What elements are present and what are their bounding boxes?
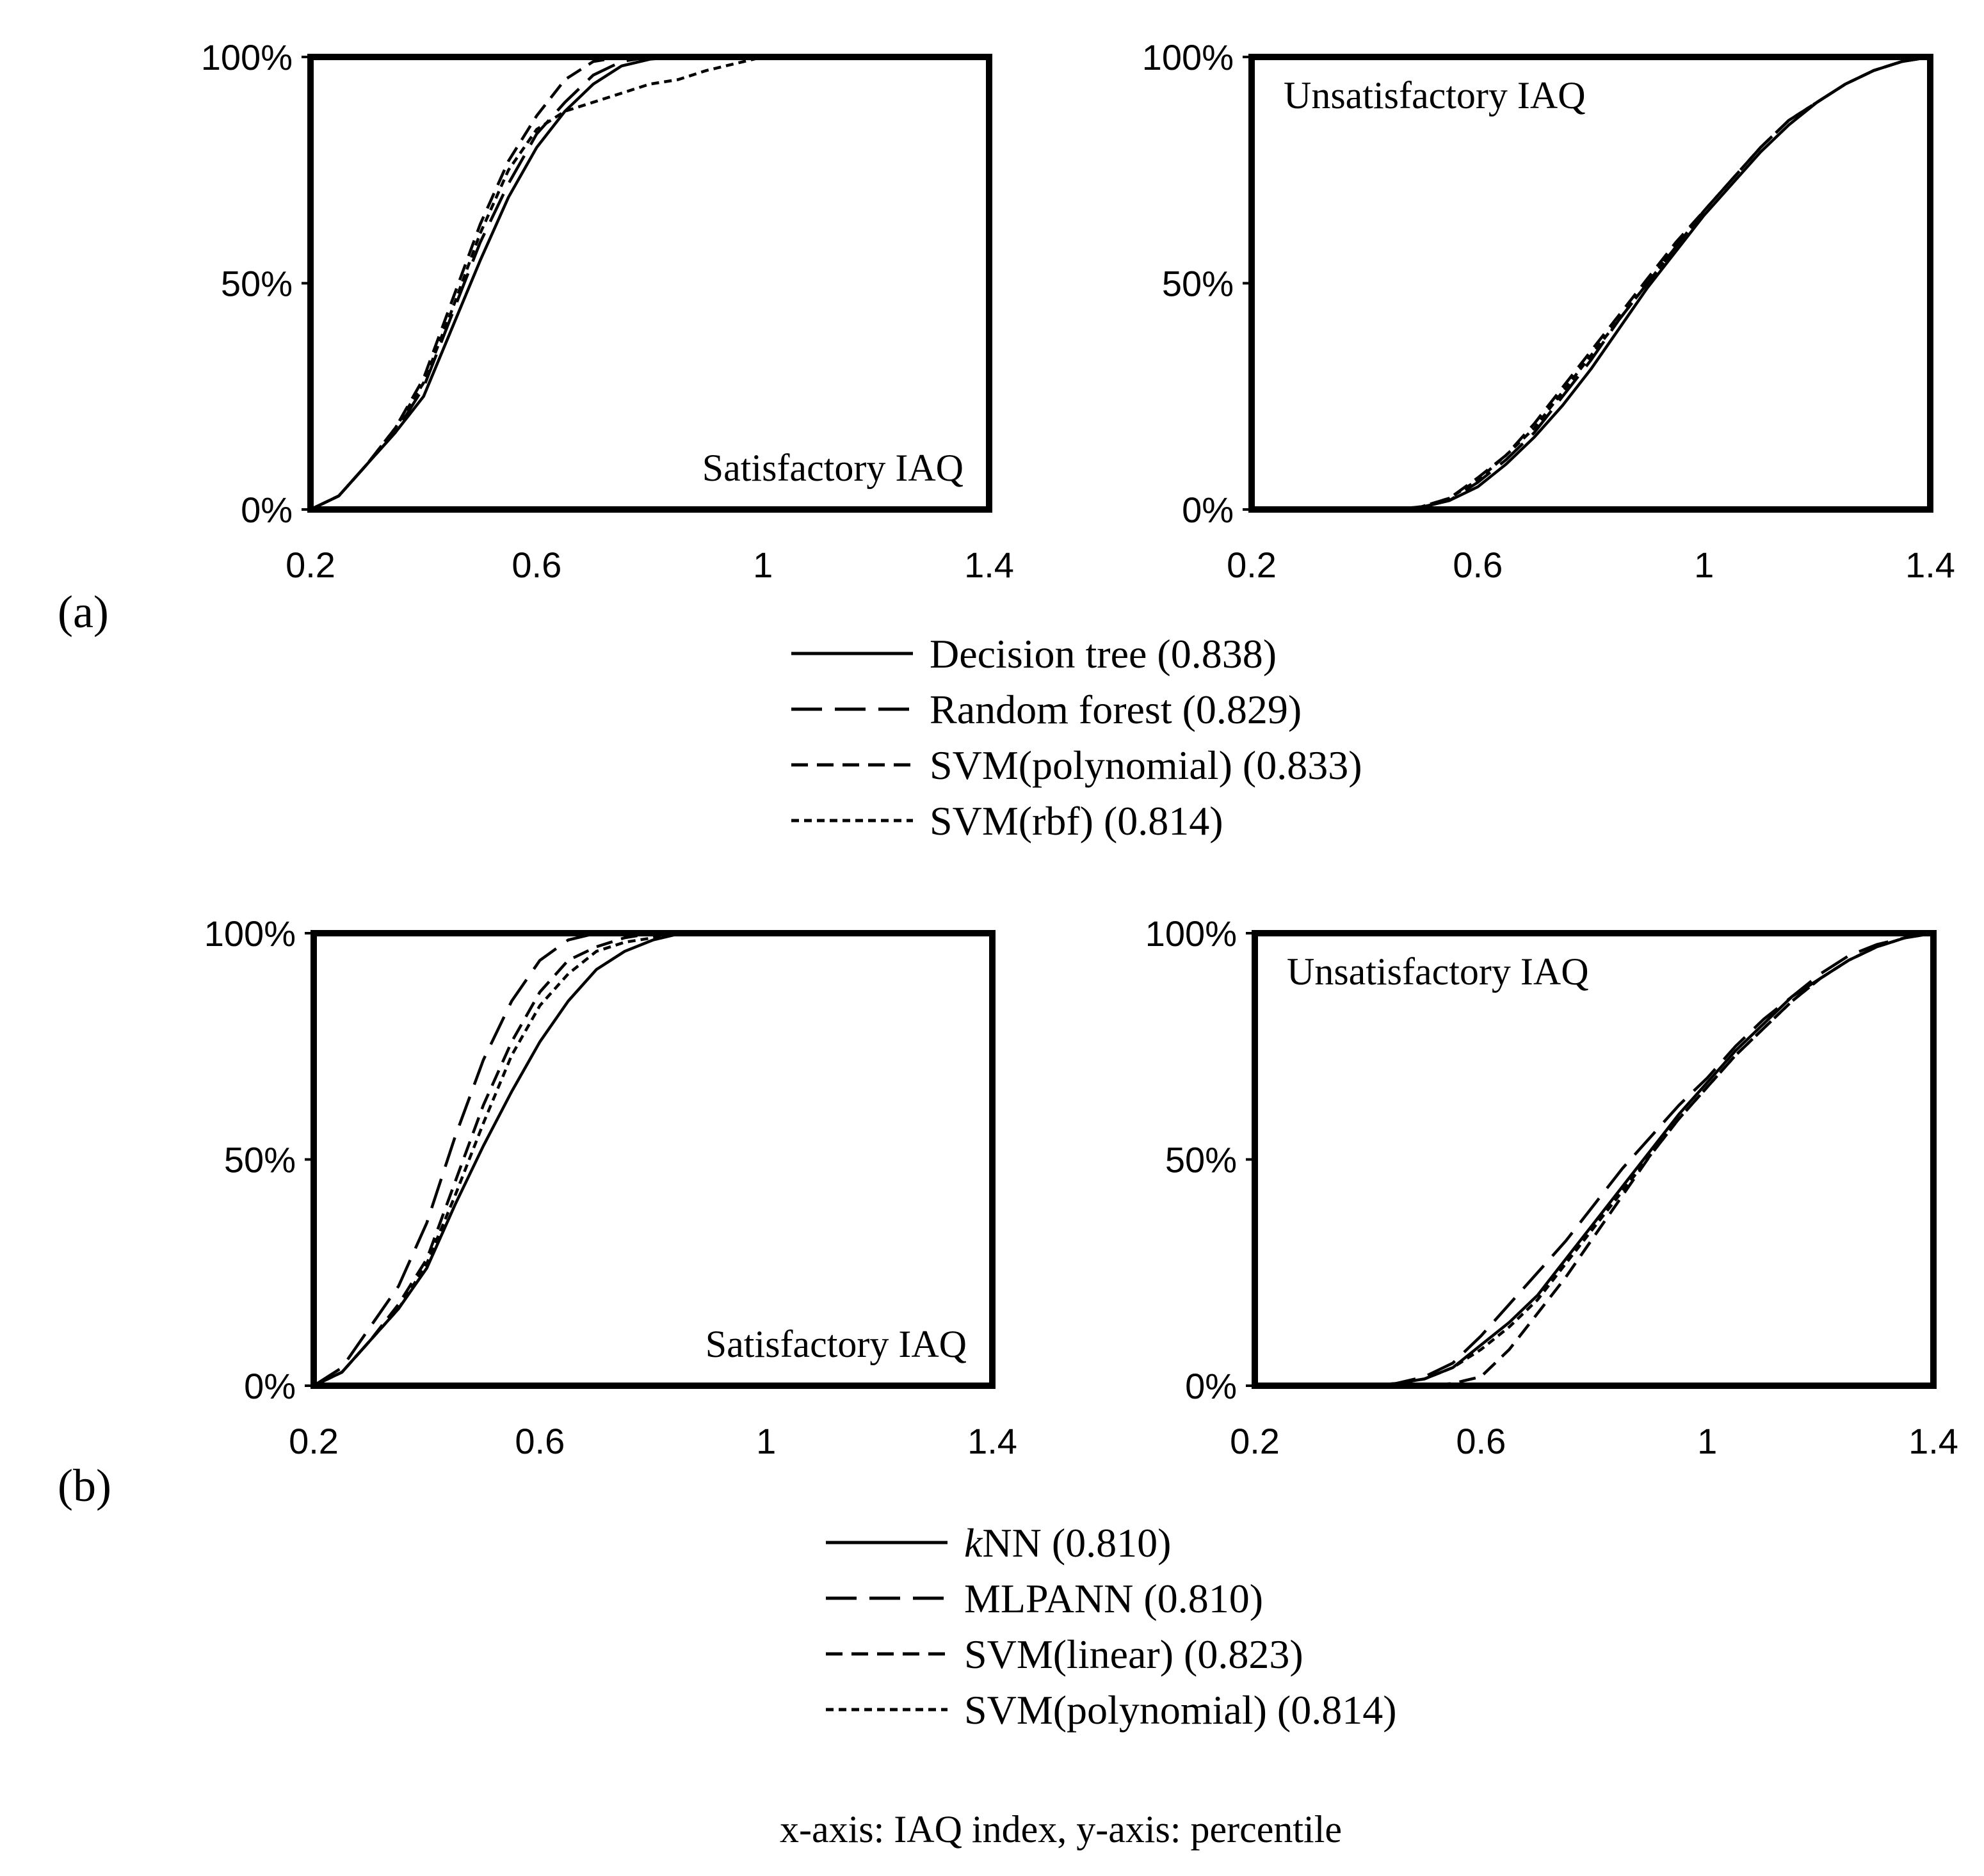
- legend-b-label-0-italic: k: [964, 1520, 983, 1566]
- legend-b-label-3: SVM(polynomial) (0.814): [964, 1687, 1397, 1733]
- chart-panel-a-unsatisfactory: 0% 50% 100% 0.2 0.6 1 1.4 Unsatisfactory IAQ: [1142, 37, 1955, 585]
- legend-a-label-1: Random forest (0.829): [930, 687, 1302, 732]
- x-tick-label: 1.4: [1905, 545, 1955, 585]
- series-line-1: [310, 55, 989, 511]
- panel-annotation: Unsatisfactory IAQ: [1284, 74, 1586, 116]
- x-tick-label: 0.6: [515, 1421, 565, 1461]
- plot-frame: [311, 930, 996, 1389]
- legend-b-label-0: kNN (0.810): [964, 1520, 1171, 1566]
- y-tick-label: 50%: [1162, 264, 1234, 304]
- chart-panel-b-unsatisfactory: 0% 50% 100% 0.2 0.6 1 1.4 Unsatisfactory IAQ: [1145, 913, 1958, 1461]
- plot-frame: [307, 54, 992, 513]
- series-line-2: [1252, 55, 1931, 511]
- group-tag-a: (a): [58, 586, 109, 637]
- y-tick-label: 100%: [1142, 37, 1234, 77]
- series-line-3: [1252, 55, 1931, 511]
- legend-a-label-0: Decision tree (0.838): [930, 631, 1277, 677]
- plot-frame: [1252, 930, 1937, 1389]
- series-line-2: [310, 55, 989, 511]
- series-line-3: [313, 931, 992, 1388]
- series-line-1: [312, 931, 992, 1387]
- x-tick-label: 1.4: [967, 1421, 1017, 1461]
- y-tick-label: 100%: [1145, 913, 1237, 954]
- x-tick-label: 0.2: [1230, 1421, 1280, 1461]
- y-tick-label: 0%: [241, 490, 293, 530]
- y-tick-label: 50%: [221, 264, 293, 304]
- legend-a: Decision tree (0.838) Random forest (0.8…: [791, 631, 1362, 844]
- chart-panel-a-satisfactory: 0% 50% 100% 0.2 0.6 1 1.4 Satisfactory IAQ: [201, 37, 1014, 585]
- x-tick-label: 1.4: [1908, 1421, 1958, 1461]
- y-tick-label: 100%: [204, 913, 296, 954]
- panel-annotation: Unsatisfactory IAQ: [1287, 950, 1589, 993]
- x-tick-label: 1.4: [964, 545, 1014, 585]
- legend-b: kNN (0.810) MLPANN (0.810) SVM(linear) (…: [826, 1520, 1397, 1733]
- legend-b-label-0-rest: NN (0.810): [982, 1520, 1171, 1566]
- x-tick-label: 1: [1694, 545, 1714, 585]
- series-line-0: [310, 55, 989, 511]
- panel-annotation: Satisfactory IAQ: [702, 447, 964, 489]
- x-tick-label: 1: [1697, 1421, 1717, 1461]
- y-tick-label: 100%: [201, 37, 293, 77]
- legend-a-label-2: SVM(polynomial) (0.833): [930, 742, 1362, 788]
- series-line-2: [1255, 931, 1934, 1388]
- series-line-3: [1255, 931, 1934, 1388]
- x-tick-label: 1: [756, 1421, 776, 1461]
- series-line-2: [313, 931, 992, 1388]
- legend-b-label-2: SVM(linear) (0.823): [964, 1631, 1303, 1677]
- x-tick-label: 0.6: [512, 545, 561, 585]
- group-tag-b: (b): [58, 1460, 111, 1511]
- panel-annotation: Satisfactory IAQ: [706, 1323, 967, 1365]
- series-line-3: [310, 55, 989, 511]
- y-tick-label: 50%: [1165, 1140, 1237, 1180]
- plot-frame: [1248, 54, 1933, 513]
- x-tick-label: 0.6: [1456, 1421, 1506, 1461]
- series-line-0: [1255, 931, 1934, 1388]
- x-tick-label: 0.6: [1453, 545, 1503, 585]
- x-tick-label: 0.2: [286, 545, 335, 585]
- x-tick-label: 0.2: [289, 1421, 339, 1461]
- legend-a-label-3: SVM(rbf) (0.814): [930, 798, 1223, 844]
- y-tick-label: 0%: [1182, 490, 1234, 530]
- y-tick-label: 50%: [224, 1140, 296, 1180]
- series-line-1: [1255, 931, 1934, 1388]
- chart-panel-b-satisfactory: 0% 50% 100% 0.2 0.6 1 1.4 Satisfactory IAQ: [204, 913, 1017, 1461]
- x-tick-label: 0.2: [1227, 545, 1277, 585]
- series-line-1: [1252, 55, 1931, 511]
- y-tick-label: 0%: [244, 1366, 296, 1406]
- series-line-0: [1252, 55, 1931, 511]
- x-tick-label: 1: [753, 545, 773, 585]
- series-line-0: [313, 931, 992, 1388]
- figure-caption: x-axis: IAQ index, y-axis: percentile: [780, 1808, 1342, 1850]
- legend-b-label-1: MLPANN (0.810): [964, 1576, 1263, 1621]
- y-tick-label: 0%: [1185, 1366, 1237, 1406]
